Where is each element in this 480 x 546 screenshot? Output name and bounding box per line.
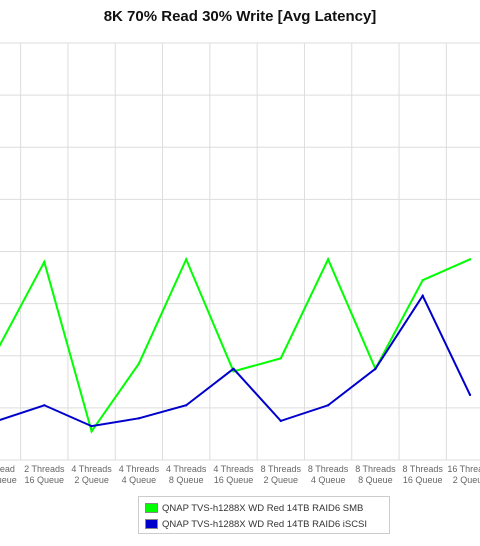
data-point[interactable] — [374, 367, 377, 370]
x-tick-label: 4 Threads 16 Queue — [213, 464, 254, 485]
data-point[interactable] — [137, 362, 141, 365]
data-point[interactable] — [137, 417, 141, 420]
data-point[interactable] — [468, 258, 472, 261]
legend-label-smb: QNAP TVS-h1288X WD Red 14TB RAID6 SMB — [162, 502, 364, 514]
legend-item-iscsi[interactable]: QNAP TVS-h1288X WD Red 14TB RAID6 iSCSI — [145, 516, 383, 532]
data-point[interactable] — [279, 419, 282, 423]
data-point[interactable] — [185, 258, 188, 261]
legend: QNAP TVS-h1288X WD Red 14TB RAID6 SMB QN… — [138, 496, 390, 534]
legend-swatch-smb — [145, 503, 158, 513]
data-point[interactable] — [279, 357, 282, 360]
x-tick-label: 8 Threads 4 Queue — [308, 464, 349, 485]
x-tick-label: 8 Threads 16 Queue — [403, 464, 444, 485]
data-point[interactable] — [326, 404, 330, 407]
data-point[interactable] — [421, 294, 424, 298]
data-point[interactable] — [43, 404, 46, 407]
data-point[interactable] — [421, 278, 424, 282]
legend-label-iscsi: QNAP TVS-h1288X WD Red 14TB RAID6 iSCSI — [162, 518, 368, 530]
x-tick-label: 8 Threads 8 Queue — [355, 464, 396, 485]
legend-swatch-iscsi — [145, 519, 158, 529]
x-tick-label: 8 Threads 2 Queue — [261, 464, 302, 485]
series-lines — [0, 256, 472, 434]
data-point[interactable] — [90, 430, 93, 433]
data-point[interactable] — [90, 424, 93, 428]
grid-lines — [0, 42, 480, 461]
data-point[interactable] — [468, 393, 472, 397]
x-tick-label: 1 Thread16 Queue — [0, 464, 17, 485]
x-tick-label: 4 Threads 4 Queue — [119, 464, 160, 485]
data-point[interactable] — [43, 260, 46, 264]
data-point[interactable] — [185, 404, 188, 407]
x-tick-label: 4 Threads 2 Queue — [71, 464, 112, 485]
chart-title: 8K 70% Read 30% Write [Avg Latency] — [103, 8, 377, 25]
x-tick-label: 2 Threads 16 Queue — [24, 464, 65, 485]
data-point[interactable] — [232, 367, 235, 370]
data-point[interactable] — [326, 258, 330, 261]
legend-item-smb[interactable]: QNAP TVS-h1288X WD Red 14TB RAID6 SMB — [145, 500, 383, 516]
x-tick-label: 4 Threads 8 Queue — [166, 464, 207, 485]
